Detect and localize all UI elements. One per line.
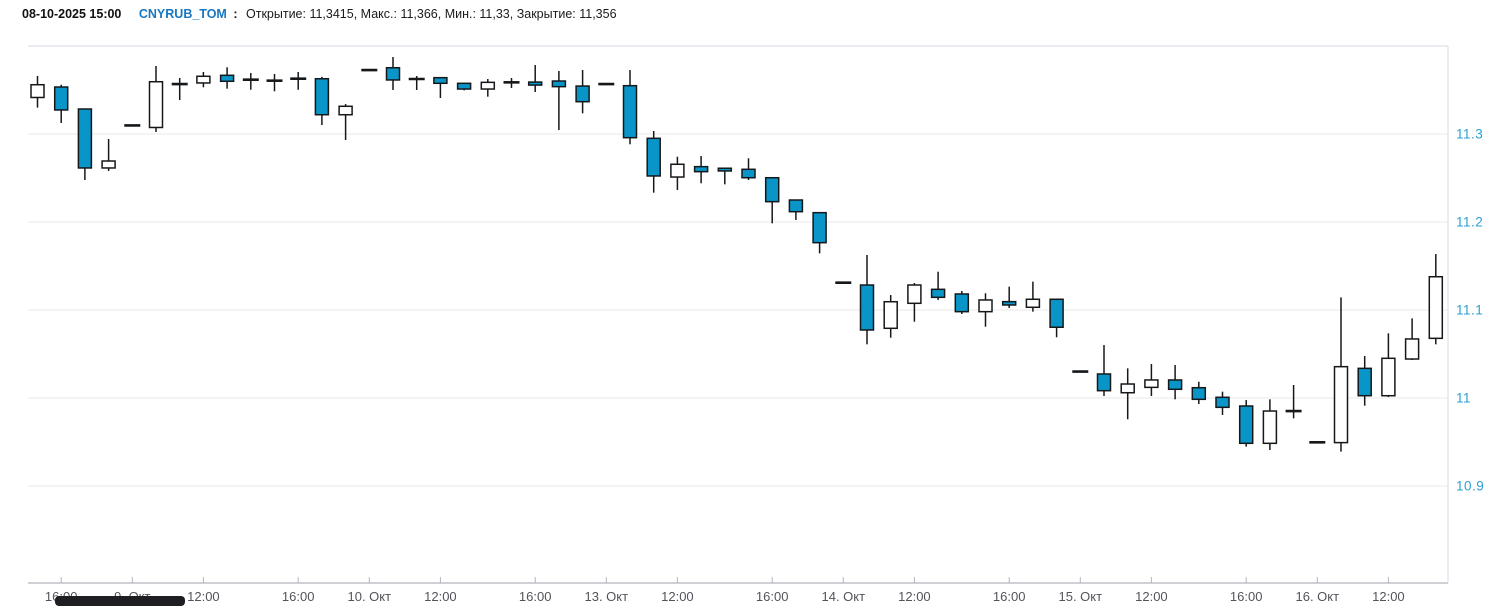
- x-axis-label: 10. Окт: [348, 589, 392, 604]
- candle-down[interactable]: [1215, 396, 1230, 409]
- candle-down[interactable]: [1357, 367, 1372, 397]
- candle-up[interactable]: [883, 300, 898, 330]
- candle-down[interactable]: [1049, 298, 1064, 328]
- candle-up[interactable]: [1404, 338, 1420, 360]
- x-axis-label: 12:00: [661, 589, 694, 604]
- candle-up[interactable]: [1428, 275, 1444, 340]
- chart-ohlc-header: 08-10-2025 15:00 CNYRUB_TOM : Открытие: …: [22, 7, 617, 21]
- candle-down[interactable]: [456, 82, 472, 90]
- candle-up[interactable]: [30, 83, 45, 99]
- y-axis-label: 11: [1456, 391, 1471, 406]
- candle-up[interactable]: [1333, 365, 1349, 444]
- x-axis-label: 12:00: [898, 589, 931, 604]
- candle-down[interactable]: [930, 288, 946, 299]
- candle-down[interactable]: [859, 284, 875, 331]
- x-axis-label: 14. Окт: [822, 589, 866, 604]
- candle-up[interactable]: [101, 160, 116, 169]
- candle-down[interactable]: [954, 293, 970, 313]
- scrollbar-thumb[interactable]: [55, 596, 185, 606]
- x-axis-label: 16:00: [1230, 589, 1263, 604]
- candle-down[interactable]: [527, 81, 543, 86]
- candle-up[interactable]: [907, 284, 922, 305]
- candle-down[interactable]: [1191, 386, 1207, 401]
- ohlc-stats: Открытие: 11,3415, Макс.: 11,366, Мин.: …: [246, 7, 617, 21]
- candle-down[interactable]: [219, 74, 235, 83]
- candle-down[interactable]: [77, 108, 93, 169]
- candle-down[interactable]: [53, 86, 69, 111]
- candle-up[interactable]: [196, 75, 211, 84]
- candle-down[interactable]: [385, 66, 401, 81]
- datetime-label: 08-10-2025 15:00: [22, 7, 122, 21]
- candle-down[interactable]: [1238, 405, 1254, 445]
- candle-down[interactable]: [551, 80, 567, 88]
- candle-up[interactable]: [1262, 410, 1278, 445]
- candle-up[interactable]: [1381, 357, 1396, 397]
- x-axis-label: 12:00: [424, 589, 457, 604]
- x-axis-label: 16. Окт: [1296, 589, 1340, 604]
- x-axis-label: 12:00: [1372, 589, 1405, 604]
- candle-down[interactable]: [314, 77, 330, 116]
- candle-down[interactable]: [764, 176, 780, 203]
- y-axis-label: 11.3: [1456, 127, 1483, 142]
- x-axis-label: 16:00: [282, 589, 315, 604]
- candle-down[interactable]: [693, 165, 709, 173]
- x-axis-label: 15. Окт: [1059, 589, 1103, 604]
- ticker-label[interactable]: CNYRUB_TOM: [138, 7, 227, 21]
- x-axis-label: 13. Окт: [585, 589, 629, 604]
- x-axis-label: 16:00: [519, 589, 552, 604]
- x-axis-label: 16:00: [756, 589, 789, 604]
- y-axis-label: 11.1: [1456, 303, 1483, 318]
- candle-up[interactable]: [670, 163, 685, 178]
- x-axis-label: 12:00: [1135, 589, 1168, 604]
- candle-up[interactable]: [1025, 298, 1041, 309]
- candle-up[interactable]: [480, 81, 496, 90]
- ticker-colon: :: [233, 7, 238, 21]
- x-axis-label: 16:00: [993, 589, 1026, 604]
- candle-down[interactable]: [741, 168, 756, 179]
- x-axis-label: 12:00: [187, 589, 220, 604]
- candle-down[interactable]: [812, 211, 827, 244]
- candle-up[interactable]: [978, 299, 993, 313]
- candle-down[interactable]: [1001, 300, 1017, 306]
- y-axis-label: 11.2: [1456, 215, 1483, 230]
- candle-up[interactable]: [148, 80, 164, 129]
- candle-up[interactable]: [338, 105, 353, 116]
- candle-down[interactable]: [717, 167, 733, 172]
- candle-down[interactable]: [646, 137, 661, 177]
- candle-down[interactable]: [788, 199, 804, 213]
- y-axis-label: 10.9: [1456, 479, 1484, 494]
- candle-down[interactable]: [622, 84, 638, 139]
- candle-down[interactable]: [433, 76, 448, 85]
- candle-up[interactable]: [1120, 383, 1135, 394]
- candle-down[interactable]: [1096, 373, 1112, 392]
- candle-down[interactable]: [575, 85, 590, 103]
- candle-up[interactable]: [1144, 379, 1159, 389]
- candle-down[interactable]: [1167, 379, 1183, 391]
